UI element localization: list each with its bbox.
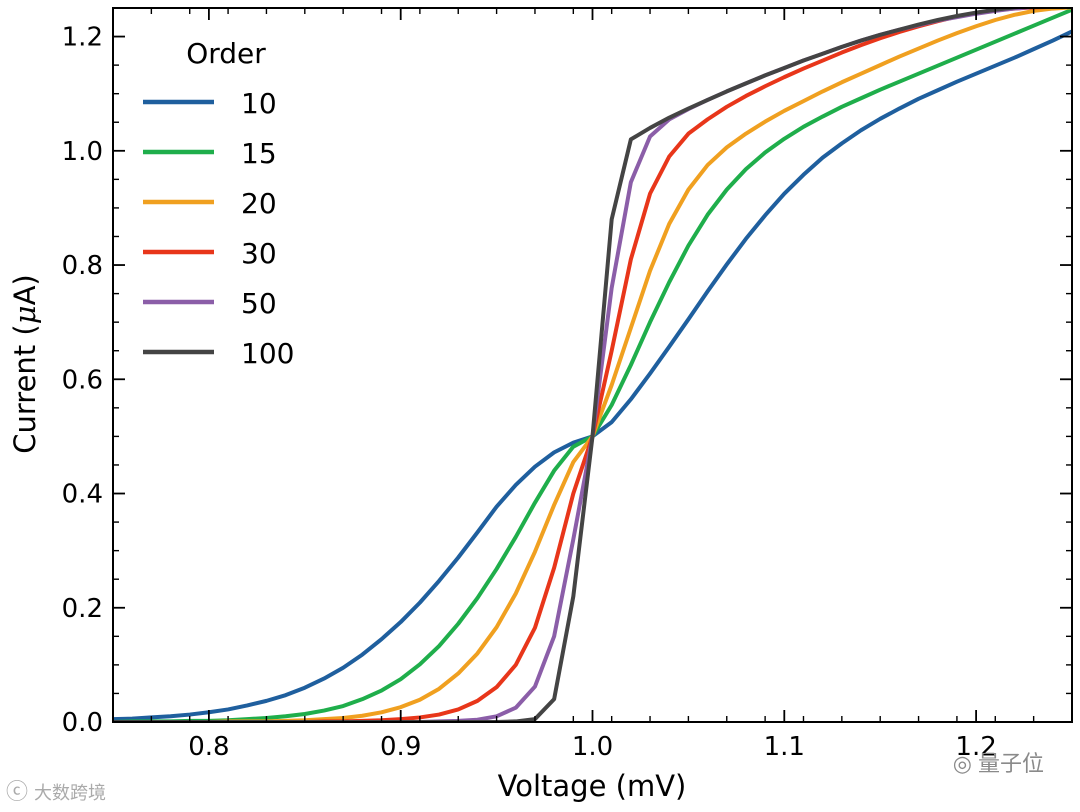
- y-axis-title: Current (μA): [8, 274, 42, 453]
- axes: 0.8 0.9 1.0 1.1 1.2 0.0 0.2 0.4 0.6 0.8 1.0 1.2: [62, 7, 1073, 762]
- x-tick-label: 1.2: [955, 732, 996, 762]
- y-axis-title-main: Current (: [8, 324, 42, 453]
- y-tick-label: 1.0: [62, 137, 103, 167]
- watermark-logo-icon: ⓒ: [6, 780, 29, 805]
- watermark-right-text: 量子位: [977, 752, 1044, 777]
- wechat-icon: ◎: [952, 752, 972, 777]
- legend-label-100: 100: [241, 337, 294, 370]
- legend-label-30: 30: [241, 237, 277, 270]
- y-tick-label: 0.6: [62, 365, 103, 395]
- x-tick-label: 1.1: [764, 732, 805, 762]
- watermark-left: ⓒ 大数跨境: [6, 774, 106, 806]
- legend: Order 10 15 20 30 50 100: [143, 37, 294, 370]
- legend-title: Order: [186, 37, 266, 70]
- y-tick-label: 0.2: [62, 594, 103, 624]
- watermark-right: ◎ 量子位: [953, 746, 1044, 778]
- series-line-100: [113, 8, 1031, 722]
- y-tick-label: 0.0: [62, 708, 103, 738]
- x-tick-label: 1.0: [572, 732, 613, 762]
- x-tick-label: 0.8: [188, 732, 229, 762]
- watermark-left-text: 大数跨境: [34, 783, 107, 804]
- legend-label-10: 10: [241, 87, 277, 120]
- legend-label-50: 50: [241, 287, 277, 320]
- y-tick-label: 0.4: [62, 480, 103, 510]
- series-line-10: [113, 29, 1072, 722]
- y-axis-title-unit: A): [8, 274, 42, 305]
- x-axis-title: Voltage (mV): [498, 769, 687, 803]
- legend-label-20: 20: [241, 187, 277, 220]
- y-tick-label: 0.8: [62, 251, 103, 281]
- y-axis-title-mu: μ: [8, 305, 42, 324]
- legend-label-15: 15: [241, 137, 277, 170]
- x-tick-label: 0.9: [380, 732, 421, 762]
- y-tick-label: 1.2: [62, 23, 103, 53]
